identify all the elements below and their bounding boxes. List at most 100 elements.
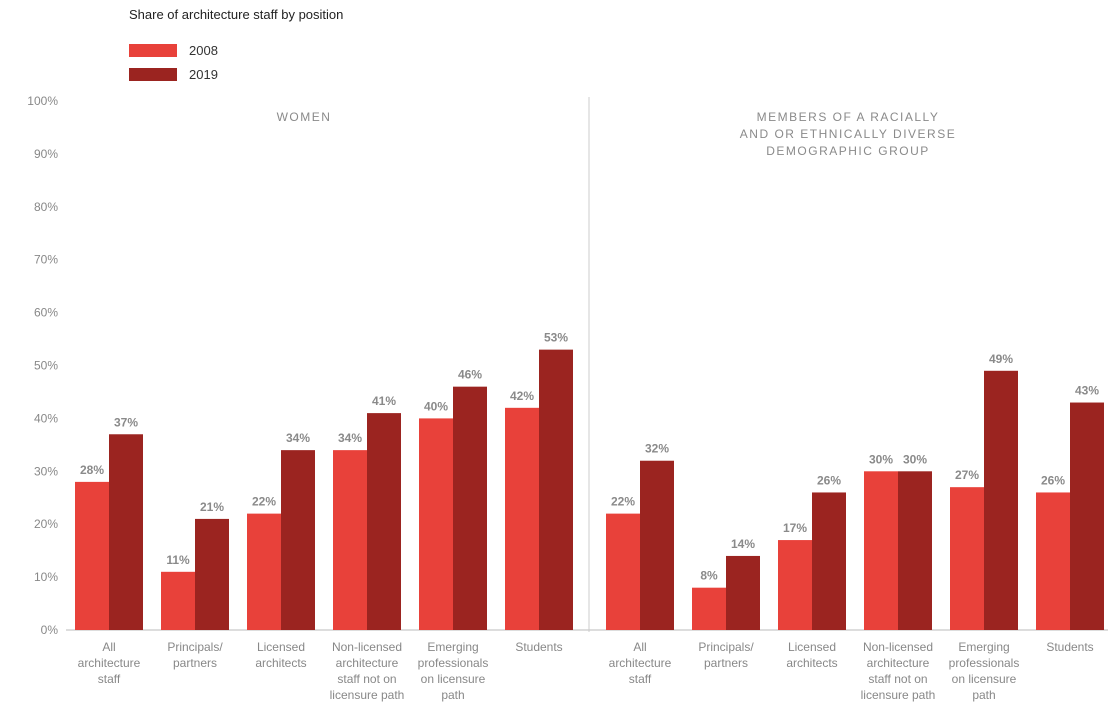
x-category-label: staff not on [337, 672, 396, 686]
bar-2019 [367, 413, 401, 630]
x-category-label: Non-licensed [332, 640, 402, 654]
bar-value-label: 41% [372, 394, 396, 408]
x-category-label: Licensed [257, 640, 305, 654]
chart-title: Share of architecture staff by position [129, 7, 344, 22]
x-category-label: staff [629, 672, 652, 686]
bar-value-label: 26% [817, 473, 841, 487]
x-category-label: architects [255, 656, 306, 670]
bar-value-label: 34% [338, 431, 362, 445]
x-category-label: architecture [78, 656, 141, 670]
bar-value-label: 26% [1041, 473, 1065, 487]
bar-value-label: 14% [731, 537, 755, 551]
bar-value-label: 34% [286, 431, 310, 445]
x-category-label: partners [173, 656, 217, 670]
y-tick-label: 80% [34, 200, 58, 214]
bar-2008 [333, 450, 367, 630]
x-category-label: Students [515, 640, 562, 654]
x-category-label: Non-licensed [863, 640, 933, 654]
bar-2008 [778, 540, 812, 630]
bar-2019 [898, 471, 932, 630]
bar-value-label: 22% [611, 495, 635, 509]
bar-2019 [281, 450, 315, 630]
legend-swatch-2019 [129, 67, 177, 81]
bar-2008 [606, 513, 640, 630]
bar-value-label: 49% [989, 352, 1013, 366]
bar-2008 [1036, 492, 1070, 630]
x-category-label: on licensure [421, 672, 486, 686]
x-category-label: Principals/ [698, 640, 754, 654]
bar-value-label: 43% [1075, 384, 1099, 398]
bar-value-label: 22% [252, 495, 276, 509]
legend-item-2019: 2019 [129, 62, 218, 86]
x-category-label: on licensure [952, 672, 1017, 686]
bar-value-label: 27% [955, 468, 979, 482]
y-tick-label: 20% [34, 517, 58, 531]
y-tick-label: 10% [34, 570, 58, 584]
bar-2019 [726, 555, 760, 630]
bar-value-label: 8% [700, 569, 718, 583]
x-category-label: Licensed [788, 640, 836, 654]
x-category-label: architecture [336, 656, 399, 670]
panel-title-line: MEMBERS OF A RACIALLY [757, 110, 940, 124]
x-category-label: path [441, 688, 464, 702]
x-category-label: architecture [867, 656, 930, 670]
x-category-label: staff [98, 672, 121, 686]
legend-swatch-2008 [129, 43, 177, 57]
x-category-label: Students [1046, 640, 1093, 654]
bar-2019 [453, 386, 487, 630]
x-category-label: All [633, 640, 646, 654]
x-category-label: licensure path [330, 688, 405, 702]
bar-2019 [640, 460, 674, 630]
bar-value-label: 32% [645, 442, 669, 456]
y-tick-label: 100% [27, 94, 58, 108]
bar-value-label: 28% [80, 463, 104, 477]
bar-2019 [1070, 402, 1104, 630]
bar-2019 [984, 370, 1018, 630]
x-category-label: All [102, 640, 115, 654]
bar-value-label: 53% [544, 331, 568, 345]
y-tick-label: 50% [34, 359, 58, 373]
bar-value-label: 37% [114, 415, 138, 429]
bar-2008 [75, 481, 109, 630]
panel-title-line: DEMOGRAPHIC GROUP [766, 144, 930, 158]
y-tick-label: 40% [34, 411, 58, 425]
panel-title-line: AND OR ETHNICALLY DIVERSE [740, 127, 956, 141]
bar-value-label: 42% [510, 389, 534, 403]
bar-2008 [247, 513, 281, 630]
x-category-label: licensure path [861, 688, 936, 702]
x-category-label: architecture [609, 656, 672, 670]
bar-value-label: 11% [166, 553, 190, 567]
bar-2008 [950, 487, 984, 630]
bar-value-label: 30% [903, 452, 927, 466]
x-category-label: professionals [949, 656, 1020, 670]
legend-item-2008: 2008 [129, 38, 218, 62]
legend-label-2019: 2019 [189, 66, 218, 82]
x-category-label: professionals [418, 656, 489, 670]
x-category-label: path [972, 688, 995, 702]
bar-2008 [419, 418, 453, 630]
bar-value-label: 17% [783, 521, 807, 535]
legend: 2008 2019 [129, 38, 218, 86]
x-category-label: architects [786, 656, 837, 670]
bar-2008 [161, 571, 195, 630]
bar-2019 [539, 349, 573, 630]
bar-2019 [812, 492, 846, 630]
y-tick-label: 60% [34, 306, 58, 320]
bar-2008 [864, 471, 898, 630]
x-category-label: Emerging [958, 640, 1009, 654]
bar-value-label: 21% [200, 500, 224, 514]
bar-value-label: 30% [869, 452, 893, 466]
bar-2008 [505, 407, 539, 630]
y-tick-label: 0% [41, 623, 59, 637]
x-category-label: partners [704, 656, 748, 670]
y-tick-label: 30% [34, 464, 58, 478]
x-category-label: Principals/ [167, 640, 223, 654]
bar-2008 [692, 587, 726, 630]
panel-title-line: WOMEN [277, 110, 332, 124]
bar-value-label: 46% [458, 368, 482, 382]
bar-2019 [195, 518, 229, 630]
y-tick-label: 70% [34, 253, 58, 267]
bar-2019 [109, 434, 143, 630]
legend-label-2008: 2008 [189, 42, 218, 58]
